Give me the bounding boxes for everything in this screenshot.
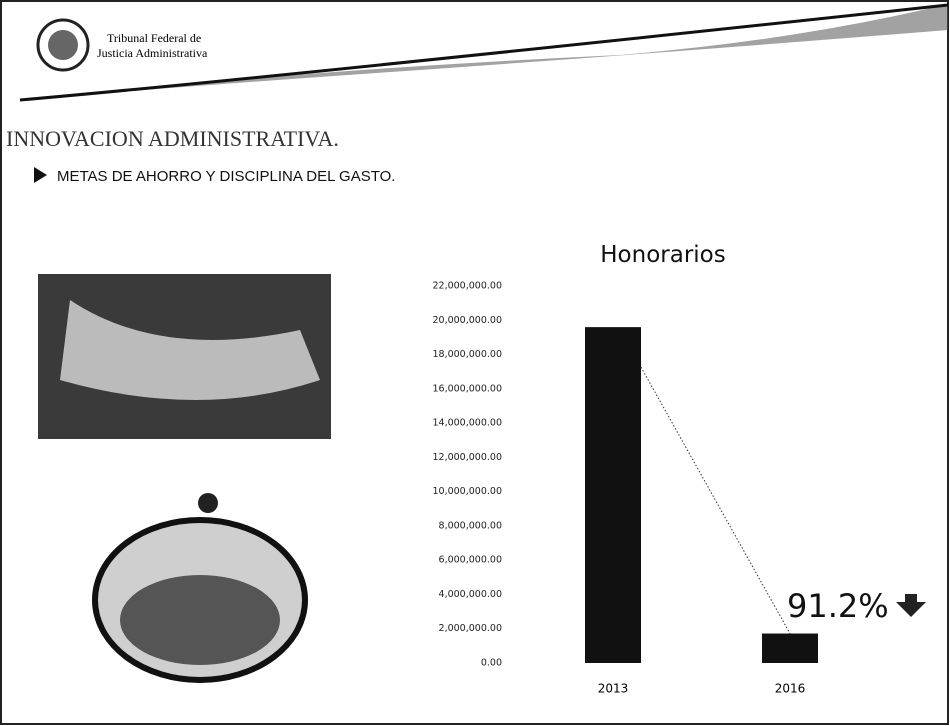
down-arrow (896, 594, 926, 617)
bullet-text: METAS DE AHORRO Y DISCIPLINA DEL GASTO. (57, 168, 395, 185)
y-tick-label: 4,000,000.00 (439, 589, 502, 600)
x-tick-label: 2016 (775, 682, 806, 696)
org-name: Justicia Administrativa (97, 46, 208, 60)
org-name: Tribunal Federal de (107, 31, 201, 45)
bar (585, 327, 641, 663)
y-tick-label: 2,000,000.00 (439, 623, 502, 634)
y-tick-label: 8,000,000.00 (439, 520, 502, 531)
logo-center (48, 30, 78, 60)
section-title: INNOVACION ADMINISTRATIVA. (6, 126, 339, 151)
coin (198, 493, 218, 513)
chart-title: Honorarios (600, 242, 725, 268)
y-tick-label: 10,000,000.00 (432, 486, 502, 497)
y-tick-label: 22,000,000.00 (432, 281, 502, 292)
y-tick-label: 16,000,000.00 (432, 383, 502, 394)
y-tick-label: 12,000,000.00 (432, 452, 502, 463)
y-tick-label: 0.00 (481, 658, 502, 669)
piggy-coins (120, 575, 280, 665)
bar (762, 633, 818, 663)
y-tick-label: 18,000,000.00 (432, 349, 502, 360)
y-tick-label: 20,000,000.00 (432, 315, 502, 326)
x-tick-label: 2013 (598, 682, 629, 696)
y-tick-label: 6,000,000.00 (439, 555, 502, 566)
bullet-icon (34, 167, 47, 183)
annotation: 91.2% (787, 587, 889, 625)
header-line (19, 3, 949, 102)
photo-detail (60, 300, 320, 400)
y-tick-label: 14,000,000.00 (432, 418, 502, 429)
